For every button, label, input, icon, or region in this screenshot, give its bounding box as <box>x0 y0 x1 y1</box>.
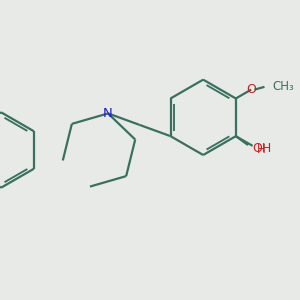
Text: O: O <box>246 83 256 96</box>
Text: N: N <box>103 107 113 120</box>
Text: H: H <box>257 143 266 156</box>
Text: OH: OH <box>252 142 272 155</box>
Text: CH₃: CH₃ <box>272 80 294 93</box>
